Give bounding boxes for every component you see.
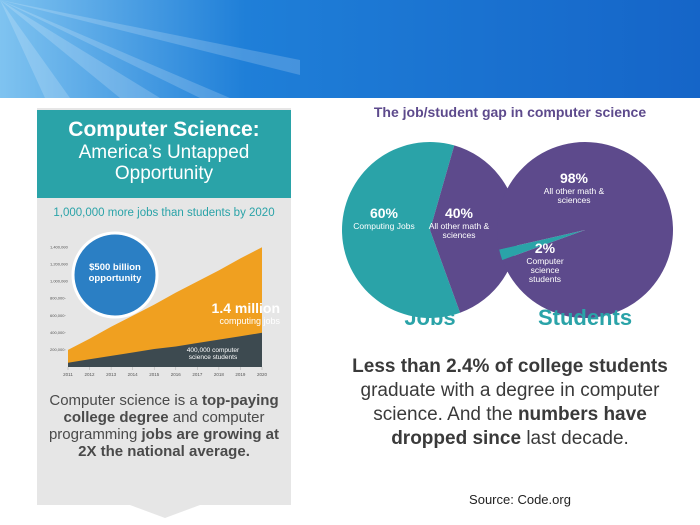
banner-rays	[0, 0, 300, 98]
text-run: Less than 2.4% of college students	[352, 356, 668, 377]
text-run: top-paying college degree	[63, 392, 279, 426]
x-tick-label: 2020	[257, 372, 268, 377]
text-run: jobs are growing at 2X the national aver…	[78, 426, 280, 460]
left-title: Computer Science:	[68, 118, 260, 141]
x-tick-label: 2016	[171, 372, 182, 377]
pie-slice	[430, 145, 519, 313]
pie-slice	[342, 142, 461, 318]
x-tick-label: 2013	[106, 372, 117, 377]
value-label: 98%	[559, 170, 589, 186]
area-title: 1,000,000 more jobs than students by 202…	[53, 207, 275, 219]
pie-slice	[497, 142, 674, 319]
pie-title: Students	[537, 305, 633, 330]
x-tick-label: 2015	[149, 372, 160, 377]
x-tick-label: 2014	[128, 372, 139, 377]
callout-circle	[71, 231, 159, 319]
slice-label: All other math & sciences	[428, 221, 490, 240]
area	[68, 247, 262, 367]
callout: $500 billion opportunity	[88, 262, 142, 284]
y-tick-label: 1,400,000	[50, 244, 69, 249]
x-tick-label: 2019	[235, 372, 246, 377]
banner	[0, 0, 700, 98]
annotation: computing jobs	[219, 316, 280, 326]
left-text: Computer science is a top-paying college…	[48, 392, 280, 460]
left-header	[37, 110, 291, 198]
slice-label: Computer science students	[526, 256, 564, 284]
pie-slice	[499, 230, 585, 261]
panel-arrow	[130, 505, 200, 518]
x-tick-label: 2012	[85, 372, 96, 377]
source: Source: Code.org	[469, 492, 571, 507]
text-run: Computer science is a	[49, 392, 202, 409]
value-label: 40%	[444, 205, 474, 221]
pie-title: Jobs	[404, 305, 456, 330]
x-tick-label: 2011	[63, 372, 73, 377]
y-tick-label: 600,000	[50, 313, 65, 318]
text-run: and computer programming	[48, 409, 265, 443]
text-run: last decade.	[521, 428, 629, 449]
text-run: graduate with a degree in computer scien…	[360, 380, 660, 425]
y-tick-label: 1,000,000	[50, 279, 69, 284]
area	[68, 332, 262, 367]
x-tick-label: 2018	[214, 372, 225, 377]
left-subtitle: America’s Untapped Opportunity	[78, 142, 250, 184]
y-tick-label: 1,200,000	[50, 261, 69, 266]
slice-label: Computing Jobs	[353, 221, 415, 231]
annotation: 400,000 computer science students	[186, 347, 240, 361]
annotation: 1.4 million	[211, 300, 280, 316]
text-run: numbers have dropped since	[391, 404, 647, 449]
right-text: Less than 2.4% of college students gradu…	[345, 355, 675, 451]
right-title: The job/student gap in computer science	[373, 104, 647, 120]
y-tick-label: 200,000	[50, 347, 65, 352]
x-tick-label: 2017	[192, 372, 203, 377]
value-label: 60%	[369, 205, 399, 221]
y-tick-label: 800,000	[50, 296, 65, 301]
y-tick-label: 400,000	[50, 330, 65, 335]
value-label: 2%	[534, 240, 556, 256]
slice-label: All other math & sciences	[543, 186, 605, 205]
